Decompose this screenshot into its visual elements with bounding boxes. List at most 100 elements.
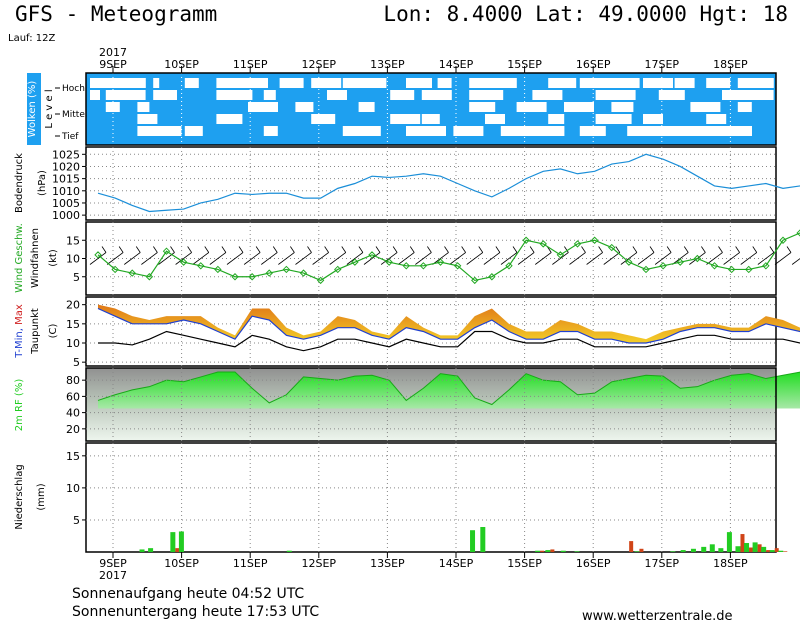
run-label: Lauf: 12Z — [8, 33, 56, 44]
wind-barb-tick — [153, 246, 158, 253]
cloud-gap-patch — [722, 126, 752, 136]
wind-barb-tick — [786, 246, 792, 253]
cloud-gap-patch — [737, 102, 752, 112]
temperature-ytick-label: 15 — [66, 318, 80, 331]
wind-point — [282, 265, 291, 274]
wind-barb-tick — [512, 246, 518, 253]
cloud-gap-patch — [184, 126, 203, 136]
wind-barb-tick — [495, 246, 501, 253]
pressure-unit: (hPa) — [37, 170, 48, 196]
day-label-top: 17SEP — [645, 58, 680, 71]
wind-point — [197, 262, 205, 270]
cloud-gap-patch — [595, 114, 632, 124]
cloud-gap-patch — [421, 114, 440, 124]
precipitation-ytick-label: 5 — [73, 514, 80, 527]
wind-point — [231, 273, 239, 281]
cloud-gap-patch — [753, 90, 774, 100]
cloud-gap-patch — [137, 102, 150, 112]
precip-bar-green — [170, 532, 176, 552]
temperature-unit: (C) — [48, 324, 59, 339]
day-label-bottom: 14SEP — [439, 557, 474, 570]
wind-point — [145, 273, 154, 281]
cloud-gap-patch — [737, 78, 774, 88]
cloud-gap-patch — [390, 114, 421, 124]
pressure-line — [97, 153, 800, 213]
source-credit: www.wetterzentrale.de — [582, 609, 733, 624]
cloud-gap-patch — [690, 102, 721, 112]
cloud-gap-patch — [485, 114, 505, 124]
day-label-bottom: 10SEP — [164, 557, 199, 570]
wind-barb-tick — [735, 246, 740, 253]
wind-point — [727, 265, 736, 274]
day-label-top: 16SEP — [576, 58, 611, 71]
wind-barb-tick — [290, 246, 295, 253]
cloud-gap-patch — [311, 78, 342, 88]
temperature-ytick-label: 5 — [73, 356, 80, 369]
year-label-top: 2017 — [99, 46, 127, 59]
precip-bar-green — [680, 550, 686, 552]
day-label-bottom: 12SEP — [302, 557, 337, 570]
wind-point — [436, 258, 445, 266]
cloud-ylabel: Wolken (%) — [27, 81, 38, 138]
wind-barb-tick — [769, 246, 775, 253]
pressure-ylabel: Bodendruck — [14, 153, 25, 213]
wind-point — [539, 240, 547, 248]
wind-point — [693, 254, 702, 263]
wind-barb — [295, 252, 312, 265]
wind-barb-tick — [101, 246, 107, 253]
cloud-gap-patch — [532, 126, 565, 136]
precip-bar-green — [470, 530, 476, 552]
precipitation-unit: (mm) — [36, 483, 47, 510]
precip-bar-green — [752, 542, 758, 552]
cloud-gap-patch — [643, 78, 673, 88]
cloud-gap-patch — [105, 78, 146, 88]
cloud-gap-patch — [216, 78, 257, 88]
meteogram-title: GFS - Meteogramm — [15, 2, 218, 26]
wind-barb-tick — [752, 246, 758, 253]
wind-ylabel2: Windfahnen — [30, 228, 41, 288]
wind-point — [522, 236, 530, 244]
pressure-ytick-label: 1000 — [52, 209, 80, 222]
wind-barb — [500, 252, 518, 265]
cloud-gap-patch — [153, 90, 174, 100]
wind-point — [162, 247, 171, 255]
wind-barb-tick — [135, 246, 141, 253]
temperature-ylabel2: Taupunkt — [30, 308, 41, 355]
wind-barb — [483, 252, 501, 265]
wind-barb-tick — [444, 246, 449, 253]
cloud-gap-patch — [579, 78, 600, 88]
location-info: Lon: 8.4000 Lat: 49.0000 Hgt: 18 — [383, 2, 788, 26]
day-label-bottom: 15SEP — [507, 557, 542, 570]
wind-barb — [124, 252, 141, 265]
precip-bar-red — [774, 548, 779, 552]
cloud-gap-patch — [342, 126, 381, 136]
pressure-ytick-label: 1025 — [52, 148, 80, 161]
humidity-line — [97, 371, 800, 406]
humidity-ylabel: 2m RF (%) — [14, 379, 25, 432]
temperature-min-line — [97, 307, 800, 344]
precip-bar-green — [480, 526, 486, 552]
precip-bar-green — [735, 546, 741, 552]
cloud-level-hoch: Hoch — [62, 84, 85, 94]
day-label-bottom: 17SEP — [645, 557, 680, 570]
cloud-gap-patch — [611, 102, 634, 112]
wind-barb — [261, 252, 278, 265]
temperature-range-area — [98, 304, 800, 343]
wind-barb — [791, 258, 800, 265]
wind-point — [556, 251, 565, 259]
wind-barb — [774, 252, 792, 265]
wind-point — [659, 262, 667, 270]
wind-barb-tick — [118, 246, 124, 253]
cloud-gap-patch — [342, 78, 383, 88]
wind-point — [745, 265, 753, 274]
cloud-gap-patch — [90, 90, 100, 100]
pressure-ytick-label: 1015 — [52, 173, 80, 186]
wind-point — [385, 258, 393, 266]
cloud-gap-patch — [579, 126, 606, 136]
wind-point — [94, 251, 102, 259]
precip-bar-green — [560, 550, 566, 552]
cloud-gap-patch — [248, 102, 278, 112]
wind-speed-line — [97, 232, 800, 282]
precip-bar-red — [757, 544, 762, 552]
